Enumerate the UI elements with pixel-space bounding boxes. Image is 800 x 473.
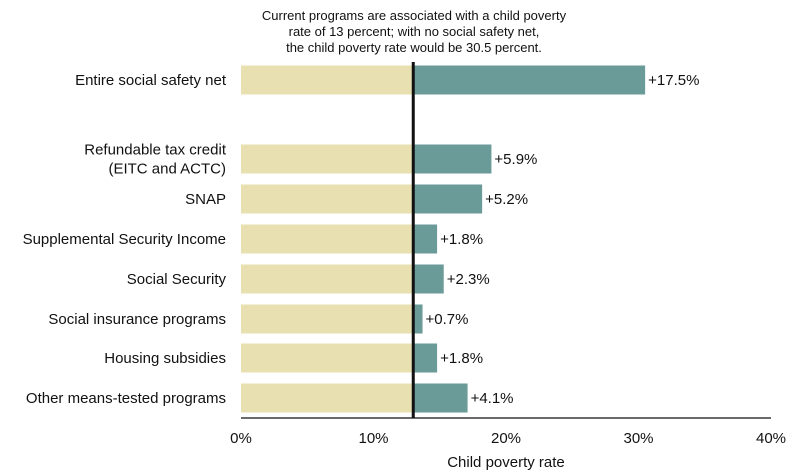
chart-annotation: Current programs are associated with a c… xyxy=(262,8,567,55)
bars-group: +17.5% Entire social safety net +5.9% Refun… xyxy=(23,62,699,418)
baseline-bar-refundable-tax-credit-eitc-and-actc xyxy=(241,144,414,174)
increase-bar-entire-social-safety-net xyxy=(413,65,646,95)
category-label-snap: SNAP xyxy=(185,191,226,208)
increase-bar-supplemental-security-income xyxy=(413,224,438,254)
x-tick-label-20: 20% xyxy=(491,430,521,447)
value-label-social-insurance-programs: +0.7% xyxy=(426,311,469,328)
increase-bar-other-means-tested-programs xyxy=(413,383,468,413)
baseline-bar-social-security xyxy=(241,264,414,294)
annotation-line-3: the child poverty rate would be 30.5 per… xyxy=(286,40,542,55)
baseline-bar-other-means-tested-programs xyxy=(241,383,414,413)
category-label-supplemental-security-income: Supplemental Security Income xyxy=(23,231,226,248)
baseline-bar-supplemental-security-income xyxy=(241,224,414,254)
baseline-bar-social-insurance-programs xyxy=(241,304,414,334)
value-label-supplemental-security-income: +1.8% xyxy=(440,231,483,248)
x-tick-label-40: 40% xyxy=(756,430,786,447)
value-label-social-security: +2.3% xyxy=(447,271,490,288)
annotation-line-1: Current programs are associated with a c… xyxy=(262,8,567,23)
value-label-housing-subsidies: +1.8% xyxy=(440,350,483,367)
x-axis: 0% 10% 20% 30% 40% xyxy=(230,417,786,447)
value-label-refundable-tax-credit-eitc-and-actc: +5.9% xyxy=(494,151,537,168)
value-label-snap: +5.2% xyxy=(485,191,528,208)
x-tick-label-30: 30% xyxy=(623,430,653,447)
category-label-housing-subsidies: Housing subsidies xyxy=(104,350,226,367)
baseline-bar-snap xyxy=(241,184,414,214)
category-label-refundable-tax-credit-eitc-and-actc: Refundable tax credit (EITC and ACTC) xyxy=(84,142,227,178)
baseline-bar-housing-subsidies xyxy=(241,343,414,373)
increase-bar-social-security xyxy=(413,264,444,294)
increase-bar-refundable-tax-credit-eitc-and-actc xyxy=(413,144,492,174)
value-label-other-means-tested-programs: +4.1% xyxy=(471,390,514,407)
value-label-entire-social-safety-net: +17.5% xyxy=(648,72,699,89)
x-tick-label-10: 10% xyxy=(358,430,388,447)
category-label-social-insurance-programs: Social insurance programs xyxy=(48,311,226,328)
increase-bar-housing-subsidies xyxy=(413,343,438,373)
baseline-bar-entire-social-safety-net xyxy=(241,65,414,95)
increase-bar-snap xyxy=(413,184,483,214)
category-label-social-security: Social Security xyxy=(127,271,227,288)
annotation-line-2: rate of 13 percent; with no social safet… xyxy=(289,24,540,39)
increase-bar-social-insurance-programs xyxy=(413,304,423,334)
x-axis-title: Child poverty rate xyxy=(447,454,565,471)
category-label-entire-social-safety-net: Entire social safety net xyxy=(75,72,227,89)
category-label-other-means-tested-programs: Other means-tested programs xyxy=(26,390,226,407)
x-tick-label-0: 0% xyxy=(230,430,252,447)
